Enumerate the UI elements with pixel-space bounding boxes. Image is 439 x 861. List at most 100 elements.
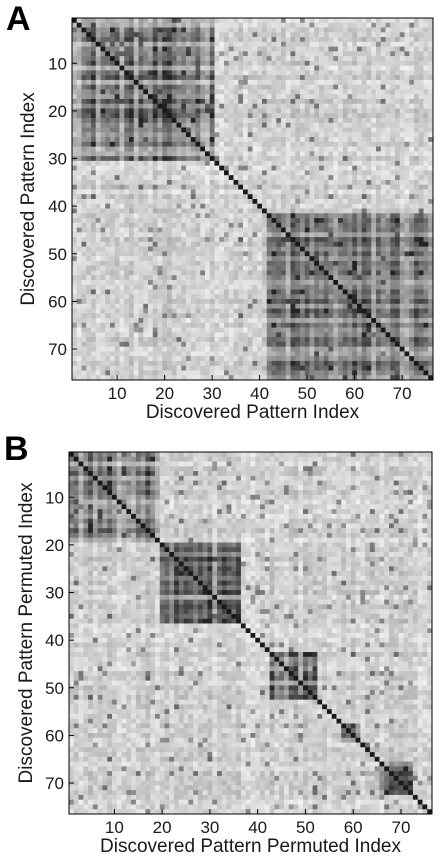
- heatmap-cell: [357, 270, 363, 276]
- heatmap-cell: [209, 208, 215, 214]
- heatmap-cell: [95, 246, 101, 252]
- heatmap-cell: [209, 151, 215, 157]
- heatmap-cell: [418, 208, 424, 214]
- heatmap-cell: [428, 137, 434, 143]
- heatmap-cell: [409, 137, 415, 143]
- heatmap-cell: [110, 70, 116, 76]
- heatmap-cell: [119, 51, 125, 57]
- heatmap-cell: [181, 79, 187, 86]
- heatmap-cell: [152, 75, 158, 81]
- heatmap-cell: [95, 308, 101, 314]
- heatmap-cell: [380, 27, 386, 33]
- heatmap-cell: [409, 98, 415, 105]
- heatmap-cell: [257, 65, 263, 71]
- heatmap-cell: [319, 175, 325, 181]
- heatmap-cell: [404, 189, 410, 195]
- heatmap-cell: [395, 203, 401, 209]
- heatmap-cell: [281, 113, 287, 119]
- heatmap-cell: [252, 27, 258, 33]
- heatmap-cell: [205, 327, 211, 333]
- heatmap-cell: [176, 75, 182, 81]
- heatmap-cell: [404, 41, 410, 47]
- heatmap-cell: [342, 227, 348, 233]
- heatmap-cell: [338, 122, 344, 128]
- heatmap-cell: [276, 318, 282, 324]
- heatmap-cell: [390, 208, 396, 214]
- heatmap-cell: [395, 318, 401, 324]
- heatmap-cell: [214, 84, 220, 90]
- heatmap-cell: [281, 70, 287, 76]
- heatmap-cell: [133, 199, 139, 205]
- heatmap-cell: [124, 299, 130, 305]
- heatmap-cell: [91, 203, 97, 209]
- heatmap-cell: [114, 275, 120, 281]
- heatmap-cell: [266, 127, 272, 133]
- panel-a-letter: A: [6, 0, 31, 38]
- heatmap-cell: [252, 98, 258, 105]
- heatmap-cell: [209, 237, 215, 243]
- heatmap-cell: [380, 41, 386, 47]
- heatmap-cell: [100, 179, 106, 186]
- heatmap-cell: [404, 103, 410, 109]
- heatmap-cell: [338, 37, 344, 43]
- heatmap-cell: [357, 299, 363, 305]
- heatmap-cell: [176, 270, 182, 276]
- heatmap-cell: [414, 32, 420, 38]
- heatmap-cell: [72, 70, 78, 76]
- heatmap-cell: [423, 222, 429, 228]
- heatmap-cell: [366, 289, 372, 295]
- heatmap-cell: [380, 141, 386, 147]
- heatmap-cell: [176, 175, 182, 181]
- heatmap-cell: [323, 256, 329, 262]
- heatmap-cell: [110, 51, 116, 57]
- heatmap-cell: [404, 137, 410, 143]
- heatmap-cell: [72, 227, 78, 233]
- heatmap-cell: [114, 118, 120, 124]
- heatmap-cell: [243, 127, 249, 133]
- heatmap-cell: [238, 89, 244, 95]
- heatmap-cell: [271, 232, 277, 238]
- heatmap-cell: [319, 289, 325, 295]
- heatmap-cell: [276, 51, 282, 57]
- heatmap-cell: [352, 241, 358, 247]
- heatmap-cell: [428, 246, 434, 252]
- heatmap-cell: [333, 41, 339, 47]
- heatmap-cell: [309, 32, 315, 38]
- heatmap-cell: [285, 146, 291, 152]
- heatmap-cell: [428, 103, 434, 109]
- heatmap-cell: [290, 251, 296, 257]
- heatmap-cell: [238, 189, 244, 195]
- heatmap-cell: [328, 237, 334, 243]
- heatmap-cell: [205, 51, 211, 57]
- heatmap-cell: [91, 232, 97, 238]
- heatmap-cell: [366, 108, 372, 114]
- heatmap-cell: [124, 151, 130, 157]
- heatmap-cell: [81, 51, 87, 57]
- heatmap-cell: [399, 175, 405, 181]
- heatmap-cell: [409, 199, 415, 205]
- heatmap-cell: [243, 18, 249, 24]
- heatmap-cell: [86, 27, 92, 33]
- heatmap-cell: [385, 141, 391, 147]
- heatmap-cell: [281, 303, 287, 309]
- heatmap-cell: [338, 165, 344, 171]
- heatmap-cell: [190, 127, 196, 133]
- heatmap-cell: [390, 46, 396, 52]
- heatmap-cell: [119, 318, 125, 324]
- heatmap-cell: [133, 137, 139, 143]
- heatmap-cell: [319, 79, 325, 86]
- heatmap-cell: [404, 260, 410, 267]
- heatmap-cell: [347, 237, 353, 243]
- heatmap-cell: [162, 156, 168, 162]
- heatmap-cell: [290, 279, 296, 286]
- heatmap-cell: [385, 256, 391, 262]
- heatmap-cell: [290, 294, 296, 300]
- heatmap-cell: [110, 127, 116, 133]
- heatmap-cell: [195, 327, 201, 333]
- heatmap-cell: [257, 270, 263, 276]
- heatmap-cell: [376, 151, 382, 157]
- heatmap-cell: [124, 237, 130, 243]
- heatmap-cell: [357, 308, 363, 314]
- heatmap-cell: [285, 170, 291, 176]
- heatmap-cell: [181, 127, 187, 133]
